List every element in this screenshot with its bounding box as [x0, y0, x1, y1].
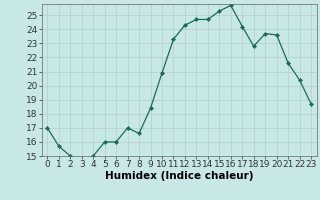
X-axis label: Humidex (Indice chaleur): Humidex (Indice chaleur) [105, 171, 253, 181]
